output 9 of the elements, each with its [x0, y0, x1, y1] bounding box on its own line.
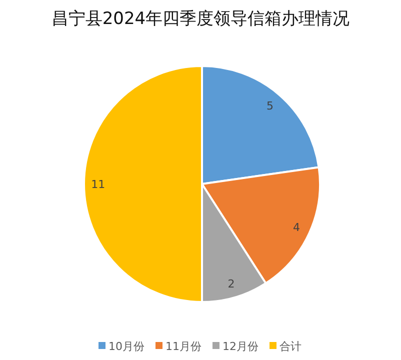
data-label: 4 — [292, 221, 300, 234]
data-label: 2 — [228, 278, 235, 291]
chart-title: 昌宁县2024年四季度领导信箱办理情况 — [51, 9, 350, 29]
legend-label: 10月份 — [108, 340, 144, 353]
legend-label: 11月份 — [166, 340, 202, 353]
data-label: 11 — [91, 178, 106, 191]
legend-label: 12月份 — [222, 340, 258, 353]
data-label: 5 — [266, 100, 274, 113]
legend-label: 合计 — [280, 340, 302, 353]
